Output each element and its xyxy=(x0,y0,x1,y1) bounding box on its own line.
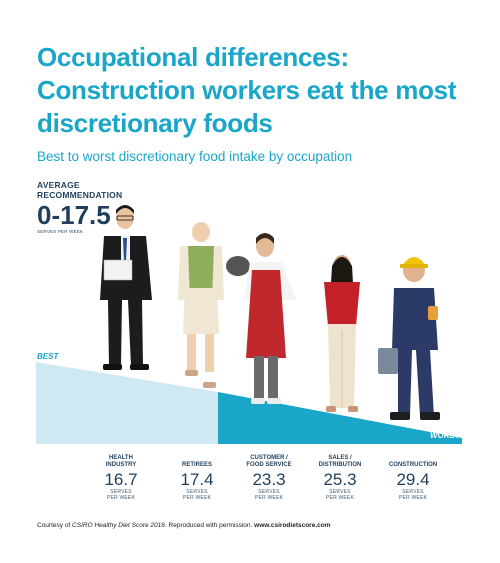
average-label: AVERAGE RECOMMENDATION xyxy=(37,180,122,200)
stat-unit-line: SERVES xyxy=(402,489,424,495)
average-recommendation: AVERAGE RECOMMENDATION 0-17.5 SERVES PER… xyxy=(37,180,122,234)
stat-value: 25.3 xyxy=(323,470,357,489)
stat-column: CONSTRUCTION 29.4 SERVES PER WEEK xyxy=(380,455,446,501)
credit-prefix: Courtesy of xyxy=(37,522,73,529)
average-label-line-1: AVERAGE xyxy=(37,180,80,190)
stat-unit-line: PER WEEK xyxy=(255,495,283,501)
stat-value: 29.4 xyxy=(396,470,430,489)
stat-unit: SERVES PER WEEK xyxy=(164,489,230,501)
stat-category: RETIREES xyxy=(164,455,230,469)
average-label-line-2: RECOMMENDATION xyxy=(37,190,123,200)
stat-value: 23.3 xyxy=(252,470,286,489)
best-label: BEST xyxy=(37,352,59,361)
title-line-2: Construction workers eat the most xyxy=(37,75,457,105)
stat-value: 17.4 xyxy=(180,470,214,489)
credit-url: www.csirodietscore.com xyxy=(254,522,331,529)
stat-category-line: SALES / xyxy=(328,455,352,461)
stat-unit: SERVES PER WEEK xyxy=(236,489,302,501)
chef-figure xyxy=(226,233,296,404)
construction-worker-figure xyxy=(378,257,440,420)
title-line-3: discretionary foods xyxy=(37,108,273,138)
stat-unit: SERVES PER WEEK xyxy=(88,489,154,501)
stat-category-line: RETIREES xyxy=(181,462,212,468)
best-band xyxy=(36,362,218,444)
stat-column: HEALTH INDUSTRY 16.7 SERVES PER WEEK xyxy=(88,455,154,501)
stat-category-line: DISTRIBUTION xyxy=(318,462,362,468)
sales-figure xyxy=(324,255,360,412)
worst-band xyxy=(218,392,462,444)
stat-unit: SERVES PER WEEK xyxy=(307,489,373,501)
stat-value: 16.7 xyxy=(104,470,138,489)
stat-column: CUSTOMER / FOOD SERVICE 23.3 SERVES PER WEEK xyxy=(236,455,302,501)
stat-unit: SERVES PER WEEK xyxy=(380,489,446,501)
credit-middle: . Reproduced with permission. xyxy=(164,522,255,529)
stat-unit-line: PER WEEK xyxy=(399,495,427,501)
stat-unit-line: PER WEEK xyxy=(326,495,354,501)
stat-unit-line: PER WEEK xyxy=(183,495,211,501)
credit-line: Courtesy of CSIRO Healthy Diet Score 201… xyxy=(37,522,331,529)
stat-unit-line: SERVES xyxy=(329,489,351,495)
stat-category-line: HEALTH xyxy=(109,455,133,461)
average-value: 0-17.5 xyxy=(37,200,111,230)
worst-label: WORST xyxy=(430,431,461,440)
subtitle: Best to worst discretionary food intake … xyxy=(37,149,353,164)
stat-category: CONSTRUCTION xyxy=(380,455,446,469)
stat-category-line: INDUSTRY xyxy=(105,462,137,468)
stat-column: RETIREES 17.4 SERVES PER WEEK xyxy=(164,455,230,501)
stat-category-line: CUSTOMER / xyxy=(250,455,288,461)
stat-category-line: CONSTRUCTION xyxy=(388,462,438,468)
stat-column: SALES / DISTRIBUTION 25.3 SERVES PER WEEK xyxy=(307,455,373,501)
retiree-figure xyxy=(178,222,224,388)
stat-unit-line: PER WEEK xyxy=(107,495,135,501)
stat-category-line: FOOD SERVICE xyxy=(246,462,292,468)
page-title: Occupational differences: Construction w… xyxy=(37,41,477,140)
stat-category: CUSTOMER / FOOD SERVICE xyxy=(236,455,302,469)
stat-unit-line: SERVES xyxy=(110,489,132,495)
stat-unit-line: SERVES xyxy=(258,489,280,495)
doctor-figure xyxy=(100,205,152,370)
title-line-1: Occupational differences: xyxy=(37,42,349,72)
stat-unit-line: SERVES xyxy=(186,489,208,495)
stat-category: SALES / DISTRIBUTION xyxy=(307,455,373,469)
credit-source: CSIRO Healthy Diet Score 2016 xyxy=(72,522,165,529)
average-unit: SERVES PER WEEK xyxy=(37,229,84,234)
stat-category: HEALTH INDUSTRY xyxy=(88,455,154,469)
